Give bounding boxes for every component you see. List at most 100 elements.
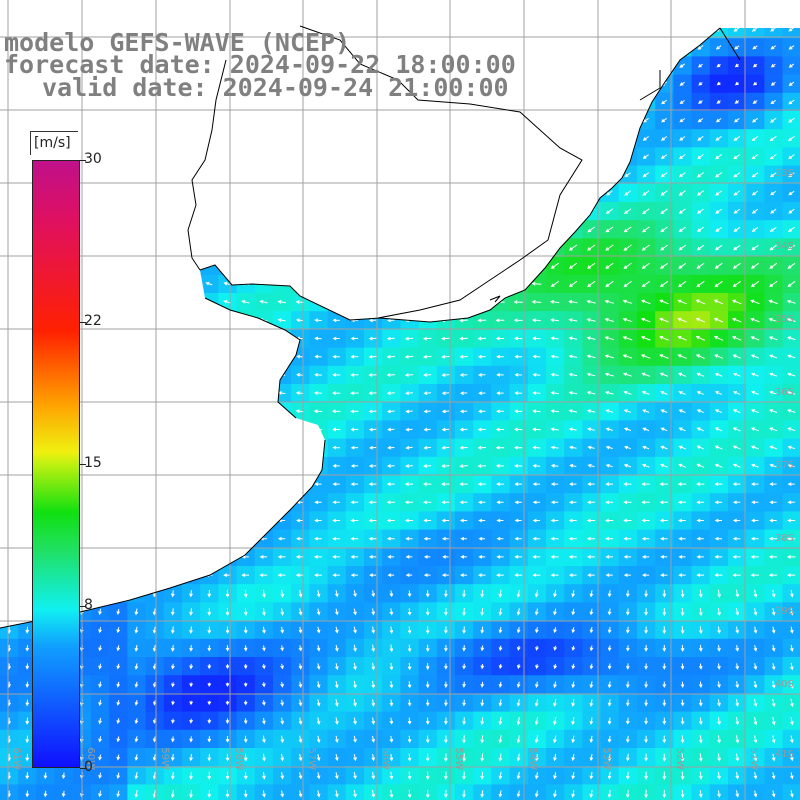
- wind-arrow: [259, 372, 267, 377]
- wind-arrow: [189, 736, 193, 743]
- wind-speed-cell: [254, 256, 274, 276]
- wind-arrow: [316, 608, 321, 616]
- wind-arrow: [207, 736, 212, 743]
- wind-speed-cell: [309, 238, 329, 258]
- wind-speed-cell: [91, 220, 110, 239]
- wind-arrow: [516, 717, 521, 726]
- wind-speed-cell: [527, 183, 547, 203]
- wind-speed-cell: [455, 129, 474, 148]
- wind-arrow: [4, 227, 13, 231]
- wind-arrow: [168, 555, 176, 559]
- wind-arrow: [259, 555, 268, 559]
- wind-arrow: [659, 372, 669, 377]
- wind-arrow: [459, 263, 468, 268]
- wind-speed-cell: [127, 274, 147, 294]
- wind-speed-cell: [0, 274, 19, 294]
- wind-arrow: [587, 500, 595, 505]
- wind-arrow: [22, 300, 32, 304]
- wind-arrow: [788, 154, 795, 160]
- wind-arrow: [277, 190, 286, 195]
- wind-speed-cell: [145, 202, 165, 221]
- wind-arrow: [332, 445, 341, 450]
- wind-speed-cell: [254, 111, 274, 130]
- wind-arrow: [313, 136, 323, 141]
- wind-arrow: [61, 772, 66, 780]
- wind-speed-cell: [145, 493, 165, 512]
- wind-arrow: [516, 772, 521, 780]
- wind-arrow: [387, 28, 395, 32]
- wind-arrow: [259, 391, 268, 395]
- wind-arrow: [586, 390, 596, 395]
- wind-arrow: [241, 500, 249, 505]
- wind-arrow: [534, 699, 539, 707]
- wind-arrow: [368, 409, 377, 414]
- wind-arrow: [534, 772, 539, 780]
- wind-arrow: [114, 227, 122, 232]
- wind-arrow: [168, 518, 177, 523]
- wind-arrow: [732, 336, 742, 341]
- wind-arrow: [587, 262, 596, 269]
- wind-speed-cell: [163, 529, 183, 549]
- wind-speed-cell: [509, 147, 529, 167]
- wind-arrow: [677, 299, 687, 305]
- wind-arrow: [368, 118, 377, 123]
- wind-arrow: [553, 717, 557, 726]
- wind-arrow: [513, 281, 523, 286]
- wind-arrow: [423, 482, 432, 486]
- wind-speed-cell: [200, 220, 219, 239]
- wind-arrow: [532, 536, 541, 541]
- wind-arrow: [677, 317, 687, 323]
- wind-arrow: [568, 372, 578, 377]
- wind-arrow: [116, 681, 121, 688]
- wind-arrow: [241, 245, 249, 250]
- wind-arrow: [678, 518, 686, 523]
- wind-arrow: [714, 536, 722, 541]
- wind-arrow: [132, 482, 140, 486]
- wind-arrow: [588, 44, 595, 50]
- wind-arrow: [642, 136, 649, 141]
- wind-arrow: [514, 518, 522, 523]
- wind-speed-cell: [236, 165, 256, 185]
- wind-arrow: [350, 245, 359, 250]
- wind-arrow: [660, 63, 668, 69]
- wind-arrow: [698, 81, 703, 86]
- wind-arrow: [150, 263, 158, 268]
- wind-arrow: [788, 172, 795, 178]
- wind-arrow: [4, 154, 13, 159]
- wind-arrow: [169, 427, 176, 432]
- wind-arrow: [641, 390, 650, 395]
- wind-arrow: [644, 717, 648, 725]
- wind-arrow: [532, 427, 541, 432]
- wind-arrow: [478, 500, 486, 505]
- wind-speed-cell: [291, 111, 310, 130]
- wind-arrow: [695, 335, 706, 341]
- wind-arrow: [753, 698, 758, 707]
- wind-arrow: [116, 590, 120, 598]
- wind-speed-cell: [127, 293, 147, 312]
- wind-arrow: [660, 409, 668, 413]
- wind-arrow: [187, 281, 195, 286]
- wind-arrow: [95, 409, 104, 414]
- wind-arrow: [659, 317, 669, 323]
- wind-arrow: [532, 354, 541, 359]
- wind-arrow: [459, 373, 468, 377]
- wind-arrow: [459, 354, 468, 359]
- wind-arrow: [662, 717, 667, 725]
- wind-arrow: [714, 482, 723, 486]
- wind-speed-cell: [0, 165, 19, 185]
- wind-arrow: [625, 681, 630, 689]
- wind-arrow: [423, 573, 431, 577]
- wind-arrow: [277, 172, 286, 177]
- wind-arrow: [498, 664, 503, 670]
- wind-arrow: [277, 500, 286, 505]
- wind-arrow: [316, 754, 321, 762]
- wind-speed-cell: [127, 238, 147, 258]
- wind-arrow: [189, 590, 193, 598]
- wind-arrow: [186, 372, 195, 377]
- wind-speed-cell: [618, 147, 638, 167]
- wind-arrow: [313, 409, 323, 414]
- wind-arrow: [589, 717, 594, 725]
- wind-arrow: [604, 318, 614, 322]
- wind-arrow: [787, 518, 796, 523]
- wind-speed-cell: [455, 256, 474, 276]
